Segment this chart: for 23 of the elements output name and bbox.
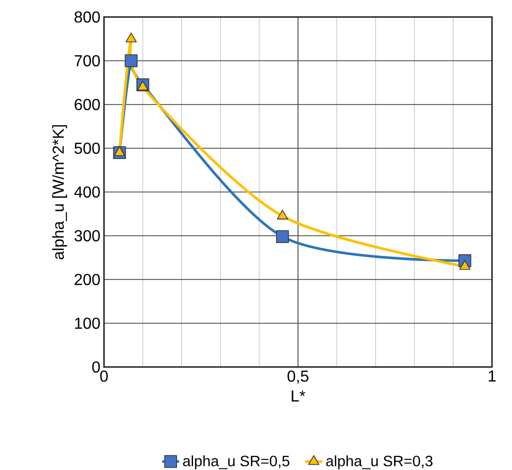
legend-label: alpha_u SR=0,3: [326, 455, 432, 470]
legend-label: alpha_u SR=0,5: [183, 455, 290, 470]
x-tick-label: 0: [100, 370, 108, 382]
x-tick-label: 1: [488, 370, 496, 382]
y-tick-label: 0: [92, 361, 100, 373]
y-tick-label: 500: [74, 142, 100, 154]
y-tick-label: 700: [74, 55, 100, 66]
x-tick-label: 0,5: [288, 370, 308, 384]
y-tick-label: 200: [74, 274, 100, 286]
y-tick-label: 800: [74, 11, 100, 23]
point: [124, 54, 138, 68]
y-tick-label: 400: [74, 186, 100, 198]
point: [459, 260, 470, 270]
point: [114, 146, 126, 156]
x-axis-title: L*: [292, 390, 306, 402]
y-tick-label: 300: [74, 230, 100, 242]
y-tick-label: 600: [74, 98, 100, 110]
y-axis-title: alpha_u [W/m^2*K]: [52, 125, 68, 260]
point: [276, 210, 288, 220]
point: [137, 80, 148, 90]
point: [276, 230, 289, 243]
y-tick-label: 100: [75, 318, 100, 329]
point: [126, 32, 137, 42]
